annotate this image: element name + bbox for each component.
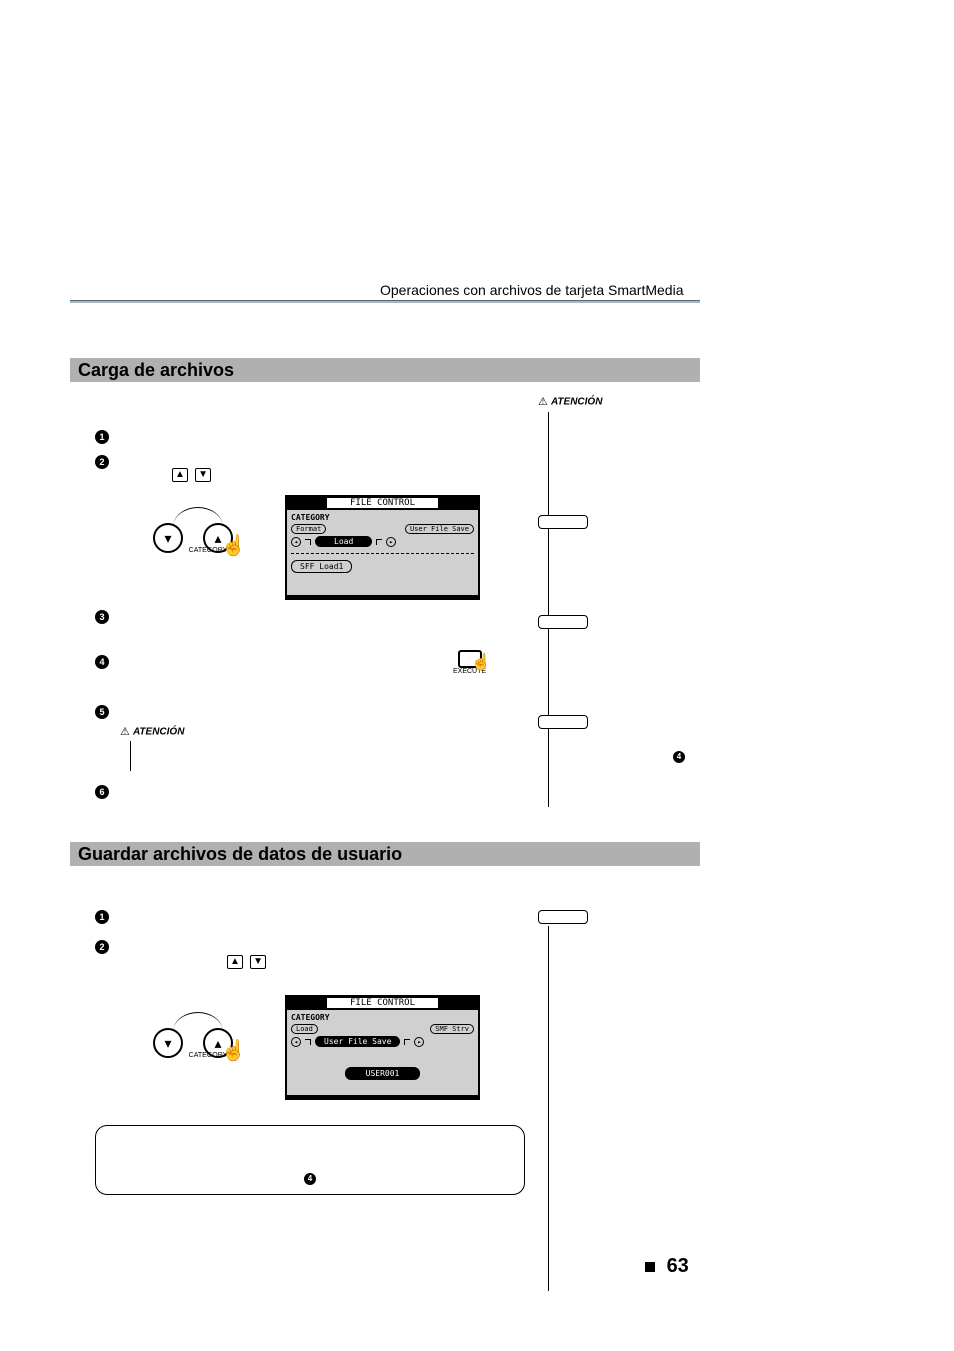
sidebar-vline	[548, 926, 549, 1291]
arrow-up-icon: ▲	[227, 955, 243, 969]
lcd-screen-load: FILE CONTROL CATEGORY Format User File S…	[285, 495, 480, 600]
section2-title: Guardar archivos de datos de usuario	[78, 844, 402, 864]
sidebar-ref-number: 4	[673, 750, 685, 763]
section1-title: Carga de archivos	[78, 360, 234, 380]
pointing-hand-icon: ☝	[221, 1038, 246, 1063]
lcd-left-option: Format	[291, 524, 326, 534]
pointing-hand-icon: ☝	[221, 533, 246, 558]
header-rule	[70, 300, 700, 303]
section1-step-3: 3	[95, 610, 109, 624]
step-number: 1	[95, 430, 109, 444]
category-arrow-keys: ▲ ▼	[225, 955, 268, 969]
note-box	[538, 615, 588, 629]
page-content: Operaciones con archivos de tarjeta Smar…	[60, 60, 894, 1291]
section2-step-1: 1	[95, 910, 109, 924]
page-header-text: Operaciones con archivos de tarjeta Smar…	[380, 282, 683, 298]
lcd-right-option: User File Save	[405, 524, 474, 534]
lcd-title: FILE CONTROL	[327, 998, 438, 1008]
lcd-prev-icon: ◂	[291, 1037, 301, 1047]
lcd-screen-save: FILE CONTROL CATEGORY Load SMF Strv ◂ Us…	[285, 995, 480, 1100]
note-box	[538, 515, 588, 529]
dial-left-icon: ▾	[153, 1028, 183, 1058]
lcd-title: FILE CONTROL	[327, 498, 438, 508]
rounded-note-box: 4	[95, 1125, 525, 1195]
section1-step-4: 4	[95, 655, 109, 669]
arrow-up-icon: ▲	[172, 468, 188, 482]
lcd-selected-category: Load	[315, 536, 372, 547]
warning-triangle-icon: ⚠	[538, 395, 548, 408]
step-number: 5	[95, 705, 109, 719]
atencion-label: ATENCIÓN	[133, 726, 184, 737]
page-number: 63	[645, 1255, 689, 1278]
ref-number: 4	[673, 751, 685, 763]
category-dial-illustration: ▾ ▴ CATEGORY ☝	[153, 1020, 263, 1080]
category-arrow-keys: ▲ ▼	[170, 468, 213, 482]
section1-step-2: 2	[95, 455, 109, 469]
atencion-sidebar: ⚠ ATENCIÓN	[538, 395, 602, 408]
execute-button-illustration: EXECUTE ☝	[453, 650, 486, 675]
step-number: 3	[95, 610, 109, 624]
section1-step-6: 6	[95, 785, 109, 799]
step-number: 4	[95, 655, 109, 669]
atencion-inline: ⚠ ATENCIÓN	[120, 725, 184, 738]
atencion-label: ATENCIÓN	[551, 396, 602, 407]
note-box	[538, 715, 588, 729]
section1-step-1: 1	[95, 430, 109, 444]
section1-step-5: 5	[95, 705, 109, 719]
lcd-category-label: CATEGORY	[291, 1013, 474, 1022]
page-marker-icon	[645, 1262, 655, 1272]
dial-left-icon: ▾	[153, 523, 183, 553]
lcd-body: CATEGORY Load SMF Strv ◂ User File Save …	[287, 1010, 478, 1095]
lcd-next-icon: ▸	[414, 1037, 424, 1047]
lcd-selected-category: User File Save	[315, 1036, 400, 1047]
lcd-left-option: Load	[291, 1024, 318, 1034]
step-number: 2	[95, 455, 109, 469]
step-number: 1	[95, 910, 109, 924]
category-dial-illustration: ▾ ▴ CATEGORY ☝	[153, 515, 263, 575]
lcd-category-label: CATEGORY	[291, 513, 474, 522]
warning-triangle-icon: ⚠	[120, 725, 130, 738]
lcd-prev-icon: ◂	[291, 537, 301, 547]
section2-step-2: 2	[95, 940, 109, 954]
pointing-hand-icon: ☝	[471, 652, 491, 672]
step-number: 6	[95, 785, 109, 799]
section1-title-bar: Carga de archivos	[70, 358, 700, 382]
step-number: 2	[95, 940, 109, 954]
page-number-value: 63	[667, 1255, 689, 1277]
lcd-filename: USER001	[345, 1067, 421, 1080]
lcd-filename: SFF Load1	[291, 560, 352, 573]
lcd-next-icon: ▸	[386, 537, 396, 547]
section2-title-bar: Guardar archivos de datos de usuario	[70, 842, 700, 866]
arrow-down-icon: ▼	[250, 955, 266, 969]
note-box	[538, 910, 588, 924]
arrow-down-icon: ▼	[195, 468, 211, 482]
lcd-body: CATEGORY Format User File Save ◂ Load ▸ …	[287, 510, 478, 595]
lcd-right-option: SMF Strv	[430, 1024, 474, 1034]
note-ref-number: 4	[304, 1173, 316, 1185]
sidebar-vline	[548, 412, 549, 807]
